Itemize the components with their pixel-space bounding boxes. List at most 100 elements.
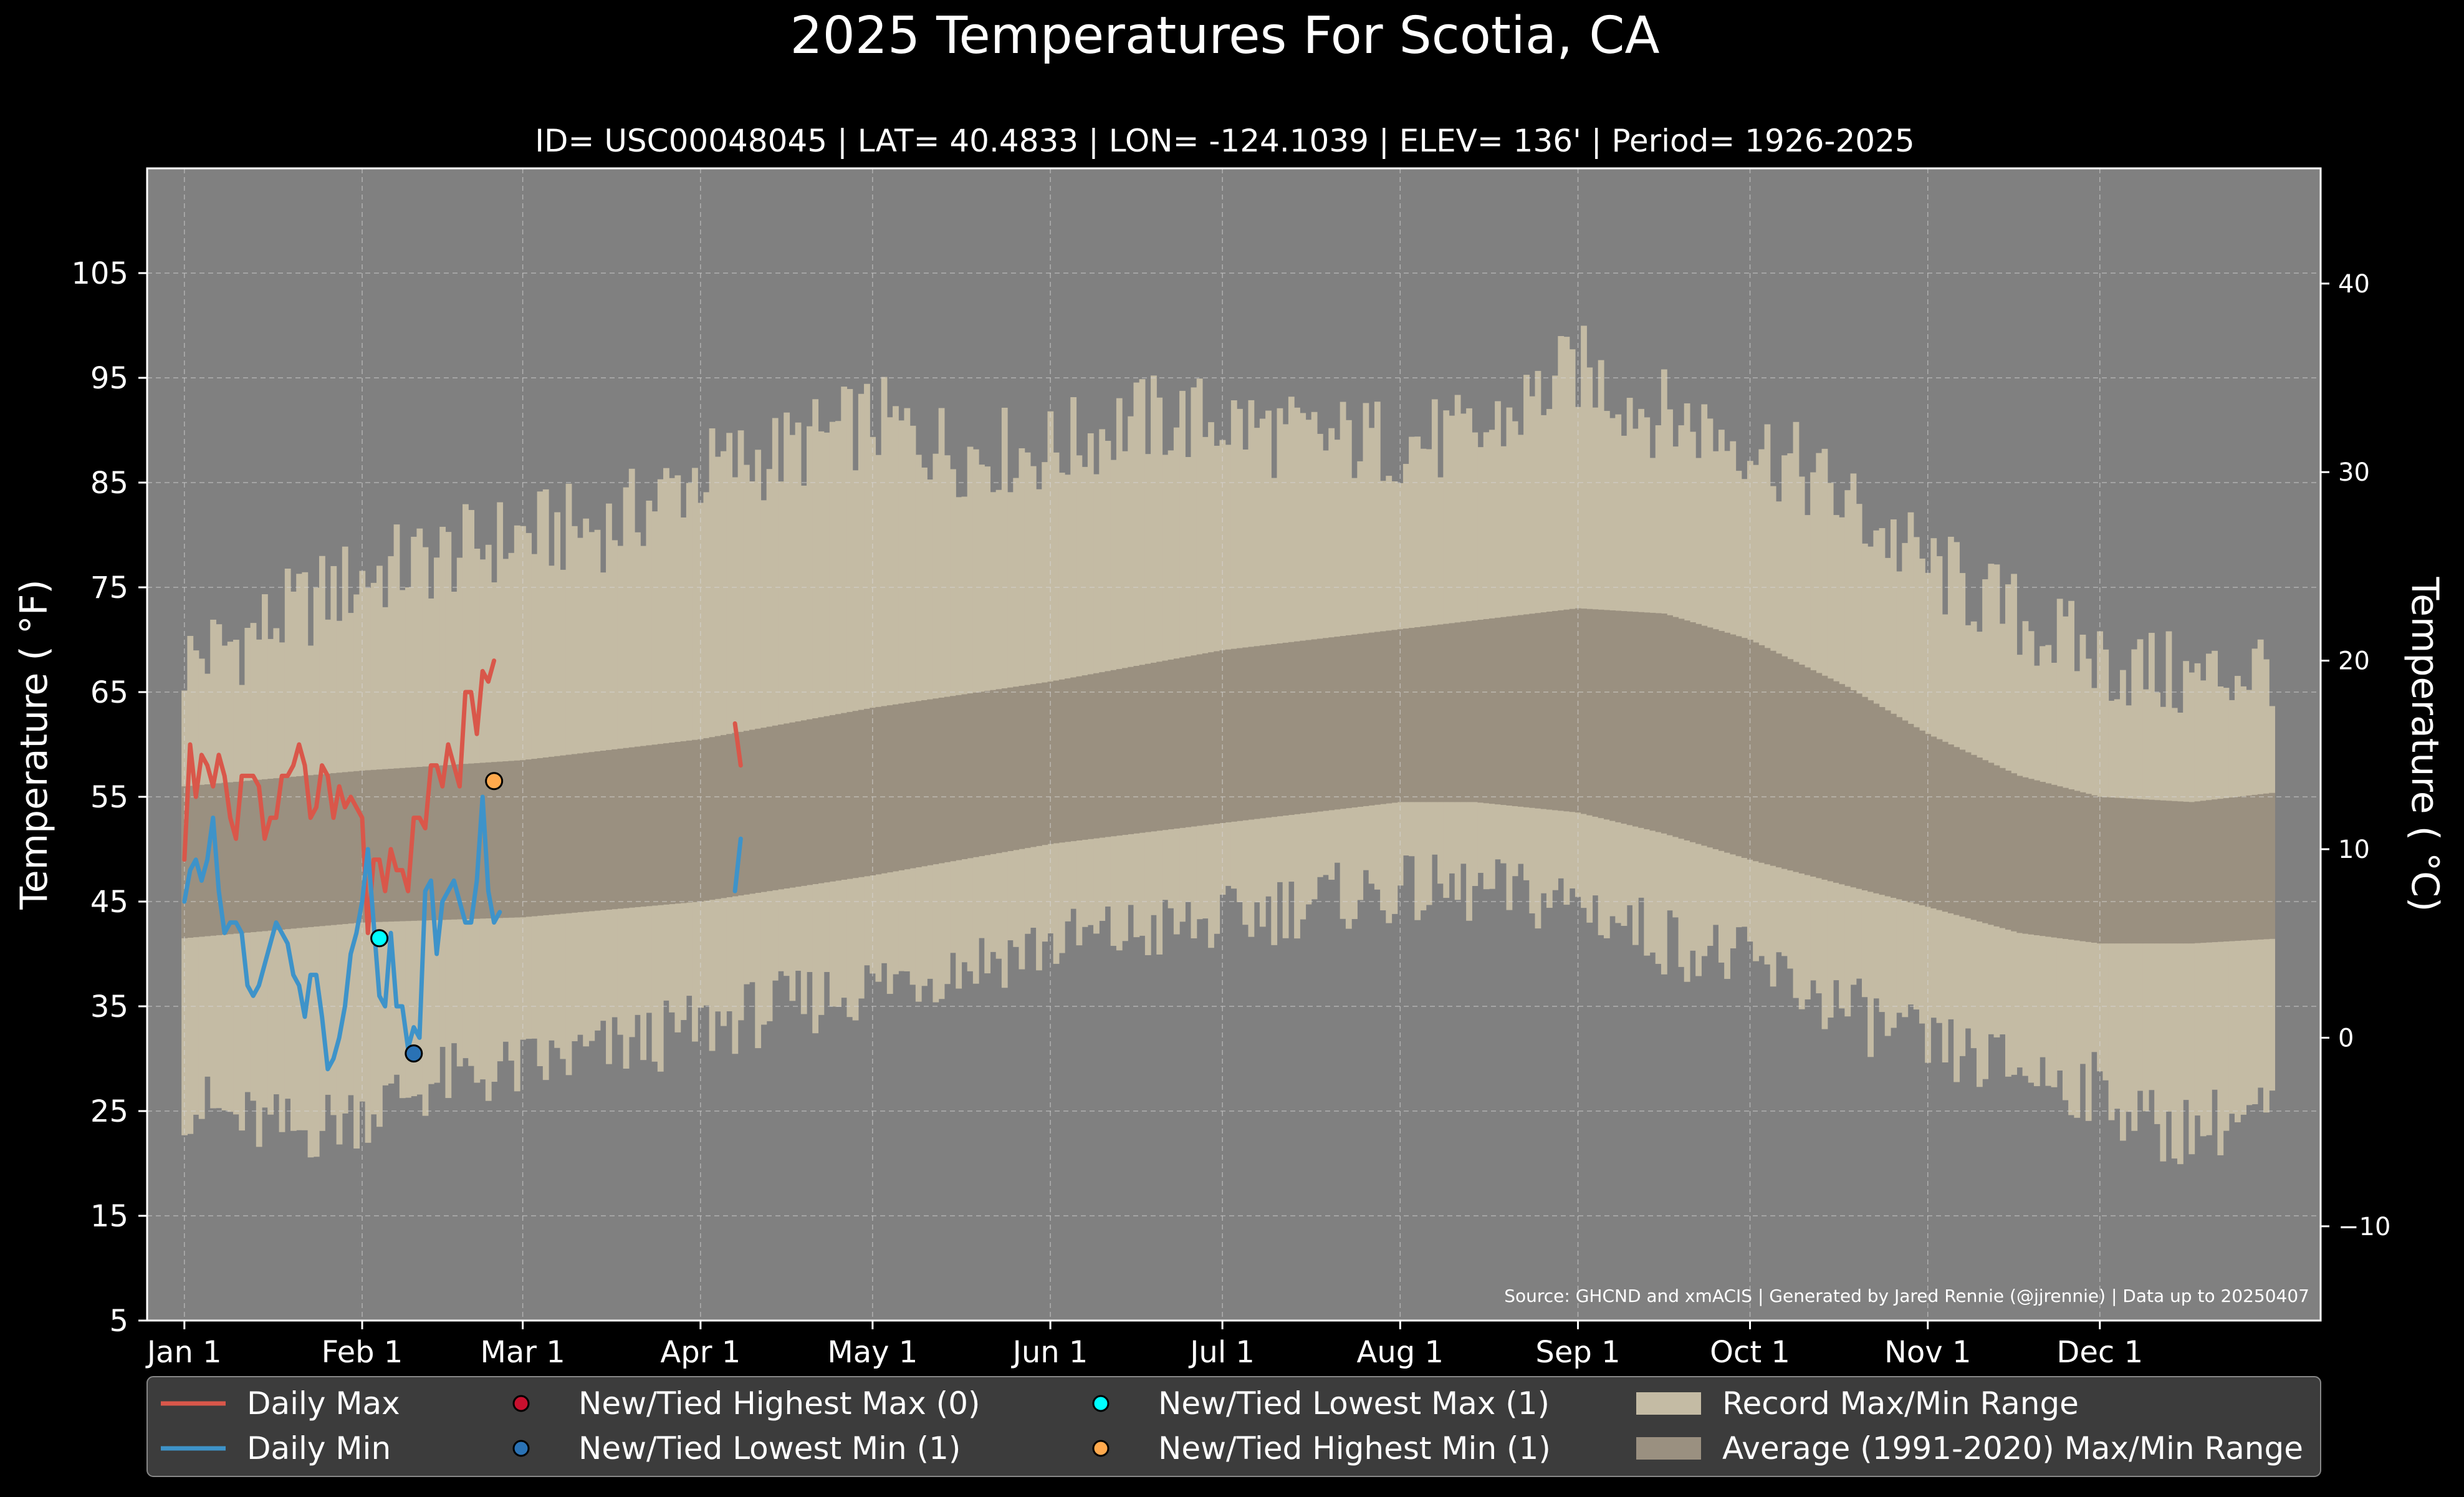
average-range-bar	[2257, 794, 2264, 940]
record-range-bar	[1047, 411, 1054, 934]
average-range-bar	[1242, 647, 1249, 821]
average-range-bar	[1230, 648, 1237, 822]
average-range-bar	[1936, 739, 1943, 910]
average-range-bar	[1913, 727, 1920, 904]
average-range-bar	[1013, 686, 1020, 850]
average-range-bar	[1070, 677, 1077, 842]
average-range-bar	[1638, 612, 1644, 828]
average-range-bar	[915, 701, 922, 867]
chart-subtitle: ID= USC00048045 | LAT= 40.4833 | LON= -1…	[535, 123, 1914, 159]
average-range-bar	[1271, 644, 1278, 817]
legend-patch-swatch	[1636, 1437, 1701, 1460]
record-range-bar	[858, 393, 865, 999]
average-range-bar	[1340, 636, 1346, 809]
average-range-bar	[1810, 670, 1816, 877]
average-range-bar	[1288, 642, 1295, 815]
average-range-bar	[1856, 693, 1862, 889]
record-range-bar	[823, 432, 830, 972]
average-range-bar	[1678, 619, 1685, 839]
average-range-bar	[1586, 609, 1593, 816]
average-range-bar	[674, 741, 681, 904]
average-range-bar	[995, 689, 1002, 854]
average-range-bar	[1930, 736, 1937, 909]
average-range-bar	[1598, 609, 1604, 819]
average-range-bar	[571, 754, 578, 913]
average-range-bar	[531, 759, 538, 917]
legend-label: New/Tied Lowest Min (1)	[578, 1430, 961, 1466]
average-range-bar	[1907, 724, 1914, 903]
y-left-tick-label: 25	[90, 1094, 128, 1129]
average-range-bar	[187, 786, 194, 938]
record-range-bar	[784, 412, 790, 976]
legend-box	[146, 1376, 2321, 1477]
average-range-bar	[1454, 622, 1461, 802]
average-range-bar	[456, 764, 463, 920]
record-range-bar	[893, 406, 899, 975]
average-range-bar	[772, 725, 779, 890]
average-range-bar	[669, 743, 676, 905]
average-range-bar	[743, 731, 750, 895]
record-marker	[370, 929, 389, 948]
average-range-bar	[1488, 618, 1495, 804]
average-range-bar	[864, 708, 870, 877]
average-range-bar	[1517, 615, 1524, 807]
average-range-bar	[858, 710, 865, 877]
axes-frame	[146, 167, 2322, 1322]
average-range-bar	[388, 769, 395, 922]
average-range-bar	[1058, 679, 1065, 843]
average-range-bar	[1248, 647, 1255, 820]
legend-dot-swatch	[512, 1395, 530, 1412]
average-range-bar	[2177, 801, 2184, 944]
average-range-bar	[635, 746, 641, 907]
average-range-bar	[1357, 633, 1364, 807]
y-left-tick-label: 5	[109, 1304, 128, 1339]
average-range-bar	[1684, 620, 1690, 840]
average-range-bar	[1431, 625, 1438, 802]
x-tick-label: Aug 1	[1357, 1335, 1444, 1370]
legend-patch-swatch	[1636, 1392, 1701, 1415]
average-range-bar	[1712, 629, 1719, 849]
legend-dot-swatch	[1092, 1440, 1110, 1457]
average-range-bar	[1053, 680, 1060, 844]
average-range-bar	[1323, 638, 1329, 811]
average-range-bar	[1947, 744, 1954, 913]
average-range-bar	[577, 753, 583, 913]
average-range-bar	[2188, 802, 2195, 944]
record-range-bar	[663, 468, 669, 1001]
average-range-bar	[1472, 620, 1479, 802]
record-range-bar	[772, 418, 779, 981]
average-range-bar	[1902, 720, 1909, 901]
average-range-bar	[938, 697, 945, 864]
y-right-tick-label: 10	[2338, 835, 2370, 864]
average-range-bar	[491, 762, 497, 918]
average-range-bar	[606, 749, 612, 910]
average-range-bar	[1540, 612, 1547, 809]
average-range-bar	[1214, 651, 1220, 824]
average-range-bar	[1649, 612, 1656, 831]
average-range-bar	[479, 763, 486, 919]
average-range-bar	[560, 755, 567, 914]
average-range-bar	[370, 769, 377, 922]
average-range-bar	[841, 713, 848, 880]
average-range-bar	[646, 745, 653, 907]
average-range-bar	[617, 748, 624, 909]
average-range-bar	[2068, 789, 2074, 940]
average-range-bar	[2051, 784, 2058, 938]
record-range-bar	[1133, 382, 1140, 938]
average-range-bar	[2074, 791, 2081, 941]
average-range-bar	[835, 714, 841, 881]
average-range-bar	[1753, 642, 1759, 862]
average-range-bar	[1042, 682, 1048, 845]
average-range-bar	[451, 764, 458, 920]
average-range-bar	[1661, 614, 1667, 834]
average-range-bar	[984, 691, 991, 855]
average-range-bar	[737, 731, 744, 896]
average-range-bar	[2033, 780, 2040, 935]
average-range-bar	[1793, 662, 1800, 872]
legend-label: Average (1991-2020) Max/Min Range	[1722, 1430, 2303, 1466]
average-range-bar	[1019, 685, 1025, 849]
average-range-bar	[1603, 610, 1610, 820]
average-range-bar	[2154, 800, 2160, 944]
average-range-bar	[1827, 678, 1834, 882]
x-tick-label: Sep 1	[1535, 1335, 1620, 1370]
